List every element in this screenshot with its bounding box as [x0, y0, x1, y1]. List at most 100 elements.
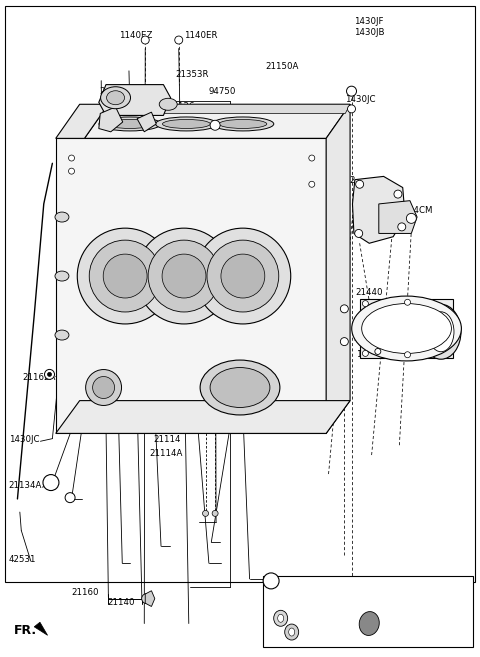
Ellipse shape [278, 614, 284, 622]
Circle shape [405, 300, 410, 306]
Circle shape [212, 510, 218, 516]
Circle shape [77, 228, 173, 324]
Polygon shape [34, 622, 48, 635]
Circle shape [141, 36, 149, 44]
Text: 21114A: 21114A [149, 449, 182, 457]
Circle shape [69, 155, 74, 161]
Text: 1430JB: 1430JB [66, 150, 97, 158]
Circle shape [375, 348, 381, 354]
Circle shape [348, 105, 356, 113]
Circle shape [89, 240, 161, 312]
Ellipse shape [428, 312, 454, 351]
Ellipse shape [212, 117, 274, 131]
Circle shape [394, 190, 402, 198]
Ellipse shape [162, 120, 210, 128]
Ellipse shape [55, 271, 69, 281]
Polygon shape [104, 104, 350, 114]
Circle shape [203, 510, 208, 516]
Circle shape [362, 350, 368, 356]
Text: 1140ER: 1140ER [183, 31, 217, 40]
Circle shape [340, 338, 348, 346]
Ellipse shape [159, 99, 177, 110]
Ellipse shape [106, 120, 154, 128]
Text: 42531: 42531 [9, 555, 36, 564]
Text: 21152: 21152 [328, 177, 356, 185]
Text: 1140EZ: 1140EZ [120, 31, 153, 40]
Polygon shape [99, 107, 123, 132]
Bar [4, 6, 476, 581]
Circle shape [162, 254, 206, 298]
Text: 21440: 21440 [355, 288, 383, 297]
Ellipse shape [55, 212, 69, 222]
Circle shape [93, 376, 115, 399]
Ellipse shape [101, 87, 131, 108]
Text: 21140: 21140 [107, 598, 134, 607]
Ellipse shape [421, 304, 461, 359]
Text: 21160: 21160 [72, 588, 99, 597]
Text: 1014CM: 1014CM [397, 206, 432, 215]
Circle shape [65, 493, 75, 503]
Circle shape [347, 86, 357, 96]
Text: 43112: 43112 [369, 197, 397, 206]
Text: 22124B: 22124B [100, 87, 133, 96]
Ellipse shape [55, 330, 69, 340]
Circle shape [195, 228, 291, 324]
Text: a: a [269, 576, 274, 585]
Text: 21150A: 21150A [265, 62, 299, 71]
Circle shape [207, 240, 279, 312]
Text: 21353R: 21353R [175, 70, 208, 79]
Text: 1430JC: 1430JC [345, 95, 376, 104]
Ellipse shape [107, 91, 124, 104]
Circle shape [355, 229, 363, 237]
Circle shape [103, 254, 147, 298]
Text: 21443: 21443 [405, 299, 432, 308]
Ellipse shape [288, 628, 295, 636]
Text: 21114: 21114 [154, 436, 181, 444]
Ellipse shape [200, 360, 280, 415]
Text: 1433CE: 1433CE [310, 337, 343, 346]
Polygon shape [145, 591, 155, 606]
Circle shape [69, 168, 74, 174]
Circle shape [398, 223, 406, 231]
Circle shape [405, 351, 410, 357]
Text: 24126: 24126 [167, 102, 195, 112]
Circle shape [148, 240, 220, 312]
Polygon shape [56, 401, 350, 434]
Ellipse shape [219, 120, 267, 128]
Ellipse shape [352, 296, 461, 361]
Circle shape [45, 369, 55, 379]
Polygon shape [326, 104, 350, 434]
Text: 21134A: 21134A [9, 482, 42, 490]
Circle shape [263, 573, 279, 589]
Circle shape [407, 214, 416, 223]
Ellipse shape [285, 624, 299, 640]
Text: 1430JF: 1430JF [354, 17, 384, 26]
Circle shape [221, 254, 265, 298]
Text: 1571TC: 1571TC [199, 126, 232, 135]
Ellipse shape [210, 367, 270, 407]
Circle shape [175, 36, 183, 44]
Circle shape [48, 373, 51, 376]
Circle shape [309, 181, 315, 187]
Text: FR.: FR. [14, 623, 37, 637]
Text: 21314A: 21314A [346, 595, 380, 604]
Text: (ALT.): (ALT.) [346, 585, 369, 594]
Text: 1014CL: 1014CL [356, 350, 389, 359]
Polygon shape [352, 176, 405, 243]
Bar [263, 576, 473, 647]
Text: 21110B: 21110B [220, 108, 253, 117]
Polygon shape [137, 112, 156, 132]
Text: 1430JF: 1430JF [66, 139, 96, 148]
Circle shape [356, 180, 364, 189]
Ellipse shape [362, 304, 451, 353]
Ellipse shape [99, 117, 161, 131]
Circle shape [43, 474, 59, 491]
Ellipse shape [274, 610, 288, 626]
Text: 21162A: 21162A [22, 373, 56, 382]
Text: a: a [48, 478, 53, 487]
Polygon shape [84, 104, 350, 139]
Circle shape [309, 155, 315, 161]
Text: 1430JC: 1430JC [9, 436, 39, 444]
Text: 1430JB: 1430JB [354, 28, 384, 37]
Ellipse shape [359, 612, 379, 635]
